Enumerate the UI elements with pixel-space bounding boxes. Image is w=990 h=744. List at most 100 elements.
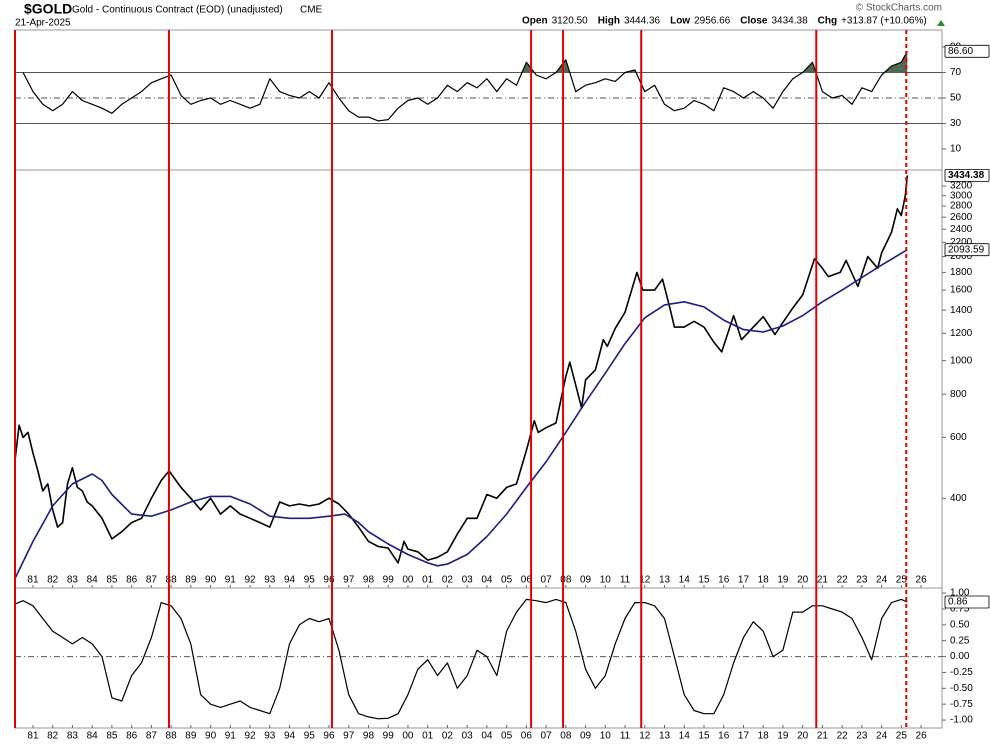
- x-tick-label: 85: [106, 731, 118, 742]
- x-tick-label: 99: [383, 731, 395, 742]
- x-tick-label: 14: [679, 731, 691, 742]
- quote-name: Open: [522, 16, 548, 27]
- x-tick-label: 02: [442, 731, 454, 742]
- x-tick-label: 21: [817, 575, 829, 586]
- x-tick-label: 93: [264, 575, 276, 586]
- y-tick-label: -1.00: [950, 715, 973, 726]
- series-line: [22, 51, 908, 122]
- series-line: [14, 175, 909, 564]
- x-tick-label: 16: [718, 731, 730, 742]
- quote-value: 3434.38: [771, 16, 808, 27]
- x-tick-label: 09: [580, 575, 592, 586]
- x-tick-label: 03: [462, 731, 474, 742]
- y-tick-label: 2200: [950, 237, 973, 248]
- x-tick-label: 09: [580, 731, 592, 742]
- x-tick-label: 13: [659, 731, 671, 742]
- x-tick-label: 88: [166, 575, 178, 586]
- quote-value: 2956.66: [694, 16, 731, 27]
- x-tick-label: 08: [560, 731, 572, 742]
- y-tick-label: 10: [950, 144, 962, 155]
- overbought-area: [23, 51, 908, 73]
- x-tick-label: 18: [758, 731, 770, 742]
- y-tick-label: 1400: [950, 305, 973, 316]
- x-tick-label: 17: [738, 731, 750, 742]
- x-tick-label: 23: [856, 575, 868, 586]
- x-tick-label: 25: [896, 575, 908, 586]
- quote-value: 3444.36: [624, 16, 661, 27]
- x-tick-label: 19: [777, 575, 789, 586]
- x-tick-label: 15: [698, 731, 710, 742]
- x-tick-label: 95: [304, 731, 316, 742]
- y-tick-label: 1800: [950, 267, 973, 278]
- y-tick-label: 1.00: [950, 588, 970, 599]
- x-tick-label: 18: [758, 575, 770, 586]
- x-tick-label: 87: [146, 731, 158, 742]
- x-tick-label: 85: [106, 575, 118, 586]
- y-tick-label: 0.00: [950, 651, 970, 662]
- symbol: $GOLD: [24, 1, 72, 17]
- x-tick-label: 82: [47, 731, 59, 742]
- x-tick-label: 90: [205, 575, 217, 586]
- end-label-box: [944, 44, 990, 58]
- x-tick-label: 83: [67, 575, 79, 586]
- y-tick-label: 400: [950, 493, 967, 504]
- x-tick-label: 88: [166, 731, 178, 742]
- quote-value: +313.87 (+10.06%): [841, 16, 927, 27]
- end-label-box: [944, 168, 990, 182]
- x-tick-label: 97: [343, 731, 355, 742]
- x-tick-label: 81: [27, 731, 39, 742]
- x-tick-label: 21: [817, 731, 829, 742]
- y-tick-label: 800: [950, 389, 967, 400]
- quote-name: High: [598, 16, 620, 27]
- y-tick-label: 3000: [950, 190, 973, 201]
- x-tick-label: 89: [185, 731, 197, 742]
- x-tick-label: 05: [501, 575, 513, 586]
- source: © StockCharts.com: [856, 3, 942, 14]
- x-tick-label: 92: [244, 731, 256, 742]
- up-arrow: [937, 20, 945, 26]
- y-tick-label: 0.75: [950, 604, 970, 615]
- y-tick-label: 0.50: [950, 619, 970, 630]
- x-tick-label: 14: [679, 575, 691, 586]
- x-tick-label: 12: [639, 575, 651, 586]
- series-line: [14, 249, 908, 579]
- end-label: 3434.38: [948, 170, 985, 181]
- x-tick-label: 96: [323, 731, 335, 742]
- y-tick-label: 2800: [950, 201, 973, 212]
- x-tick-label: 92: [244, 575, 256, 586]
- date: 21-Apr-2025: [15, 18, 71, 29]
- x-tick-label: 19: [777, 731, 789, 742]
- end-label-box: [944, 595, 990, 609]
- y-tick-label: -0.75: [950, 699, 973, 710]
- x-tick-label: 82: [47, 575, 59, 586]
- x-tick-label: 01: [422, 575, 434, 586]
- quote-name: Close: [740, 16, 768, 27]
- y-tick-label: -0.25: [950, 667, 973, 678]
- y-tick-label: 50: [950, 93, 962, 104]
- exchange: CME: [300, 5, 323, 16]
- y-tick-label: 1600: [950, 285, 973, 296]
- y-tick-label: 0.25: [950, 635, 970, 646]
- x-tick-label: 86: [126, 575, 138, 586]
- x-tick-label: 89: [185, 575, 197, 586]
- x-tick-label: 06: [521, 731, 533, 742]
- x-tick-label: 97: [343, 575, 355, 586]
- x-tick-label: 84: [87, 731, 99, 742]
- x-tick-label: 99: [383, 575, 395, 586]
- y-tick-label: 3200: [950, 181, 973, 192]
- y-tick-label: -0.50: [950, 683, 973, 694]
- x-tick-label: 07: [541, 575, 553, 586]
- x-tick-label: 11: [620, 575, 631, 586]
- x-tick-label: 96: [323, 575, 335, 586]
- x-tick-label: 90: [205, 731, 217, 742]
- x-tick-label: 98: [363, 575, 375, 586]
- x-tick-label: 93: [264, 731, 276, 742]
- x-tick-label: 22: [837, 731, 849, 742]
- x-tick-label: 07: [541, 731, 553, 742]
- quote-value: 3120.50: [552, 16, 589, 27]
- x-tick-label: 00: [402, 731, 414, 742]
- end-label: 2093.59: [948, 244, 985, 255]
- y-tick-label: 30: [950, 118, 962, 129]
